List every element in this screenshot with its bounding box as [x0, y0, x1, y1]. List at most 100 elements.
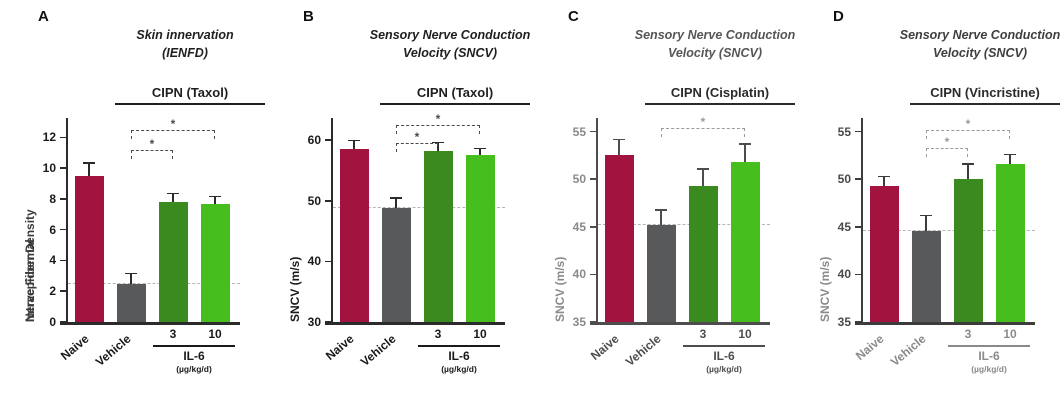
error-bar: [702, 169, 704, 186]
panel-d: D Sensory Nerve Conduction Velocity (SNC…: [795, 0, 1060, 403]
y-tick: [325, 200, 333, 202]
y-tick-label: 45: [837, 219, 851, 234]
significance-bracket: [926, 148, 968, 157]
il6-dose-unit-label: (µg/kg/d): [971, 364, 1007, 374]
error-bar-cap: [83, 162, 95, 164]
error-bar-cap: [209, 195, 221, 198]
panel-letter: B: [303, 8, 314, 25]
group-header-label: CIPN (Cisplatin): [670, 85, 770, 100]
y-tick-label: 10: [42, 161, 56, 176]
y-tick-label: 4: [49, 253, 56, 268]
bar-3: [953, 179, 983, 322]
y-tick-label: 60: [307, 133, 321, 148]
error-bar-cap: [474, 147, 486, 150]
y-tick-label: 40: [572, 267, 586, 282]
il6-underline: [418, 345, 500, 347]
chart-title-line2: (IENFD): [162, 46, 208, 61]
group-header: CIPN (Taxol): [380, 85, 530, 105]
plot-area: SNCV (m/s) 35 40 45 50 55 * * Naive Vehicle 3 10: [818, 117, 1035, 369]
il6-group-label: IL-6: [713, 349, 735, 363]
reference-line: [863, 229, 1035, 231]
y-tick-label: 40: [837, 267, 851, 282]
x-label-3: 3: [699, 327, 707, 341]
y-axis: [861, 118, 863, 324]
plot-area: SNCV (m/s) 30 40 50 60 * * Naive Vehicle 3 10: [288, 112, 505, 369]
significance-star: *: [414, 130, 420, 144]
significance-bracket: [131, 130, 215, 139]
significance-star: *: [944, 135, 950, 149]
y-tick-label: 35: [572, 315, 586, 329]
y-tick-label: 8: [49, 191, 56, 206]
error-bar: [172, 194, 174, 202]
y-axis: [66, 118, 68, 324]
y-tick: [60, 290, 68, 292]
y-tick-label: 6: [49, 222, 56, 237]
significance-star: *: [149, 137, 155, 151]
error-bar: [395, 198, 397, 209]
y-tick-label: 12: [42, 130, 56, 145]
panel-b: B Sensory Nerve Conduction Velocity (SNC…: [265, 0, 530, 403]
x-axis: [590, 322, 770, 325]
x-label-3: 3: [964, 327, 972, 341]
reference-line: [598, 223, 770, 225]
x-axis: [855, 322, 1035, 325]
group-header-underline: [380, 102, 530, 105]
significance-star: *: [435, 112, 441, 126]
error-bar: [883, 177, 885, 186]
y-axis: [331, 118, 333, 324]
group-header: CIPN (Taxol): [115, 85, 265, 105]
error-bar-cap: [962, 163, 974, 165]
bar-vehicle: [116, 283, 146, 322]
chart-title-line1: Skin innervation: [136, 28, 234, 42]
bar-naive: [869, 185, 899, 322]
y-tick-label: 2: [49, 284, 56, 299]
x-label-3: 3: [434, 327, 442, 341]
il6-group-label: IL-6: [183, 349, 205, 363]
y-tick-label: 55: [572, 124, 586, 139]
error-bar: [618, 140, 620, 156]
x-label-10: 10: [738, 327, 752, 341]
group-header-label: CIPN (Taxol): [151, 85, 229, 100]
significance-bracket: [131, 150, 173, 159]
panel-letter: D: [833, 8, 844, 25]
y-tick: [60, 198, 68, 200]
y-axis: [596, 118, 598, 324]
il6-underline: [153, 345, 235, 347]
chart-title-line2: Velocity (SNCV): [402, 46, 497, 61]
panel-letter: A: [38, 8, 49, 25]
error-bar: [744, 144, 746, 162]
significance-bracket: [661, 128, 745, 137]
y-tick: [60, 136, 68, 139]
x-label-10: 10: [208, 327, 222, 341]
group-header-underline: [645, 102, 795, 105]
y-tick: [60, 228, 68, 231]
x-axis: [325, 322, 505, 325]
y-tick: [855, 321, 863, 323]
y-tick: [855, 178, 863, 180]
x-label-10: 10: [473, 327, 487, 341]
chart-title-line1: Sensory Nerve Conduction: [369, 28, 531, 42]
y-tick: [325, 260, 333, 263]
group-header-label: CIPN (Taxol): [416, 85, 494, 100]
chart-title: Sensory Nerve Conduction Velocity (SNCV): [355, 26, 545, 62]
y-tick: [325, 139, 333, 141]
il6-dose-unit-label: (µg/kg/d): [176, 364, 212, 374]
bar-vehicle: [381, 208, 411, 322]
bar-3: [423, 150, 453, 322]
error-bar: [437, 143, 439, 151]
bar-vehicle: [911, 230, 941, 322]
error-bar-cap: [613, 138, 625, 141]
bar-10: [730, 162, 760, 322]
group-header: CIPN (Cisplatin): [645, 85, 795, 105]
bar-10: [995, 163, 1025, 322]
bar-3: [688, 185, 718, 322]
y-tick: [325, 321, 333, 323]
y-tick-label: 0: [49, 315, 56, 329]
error-bar-cap: [348, 139, 360, 142]
bar-naive: [74, 175, 104, 322]
bar-10: [200, 203, 230, 322]
x-label-3: 3: [169, 327, 177, 341]
y-tick: [855, 226, 863, 228]
